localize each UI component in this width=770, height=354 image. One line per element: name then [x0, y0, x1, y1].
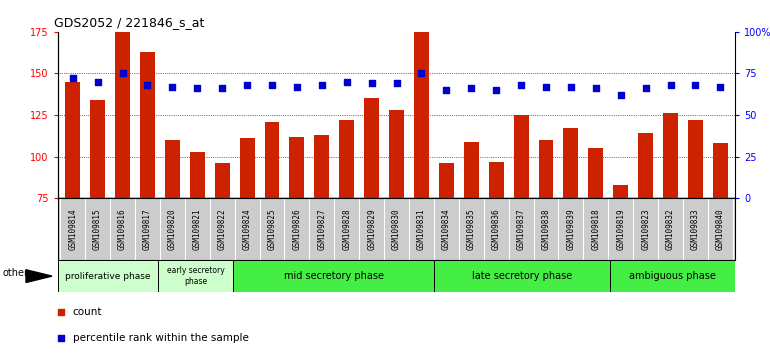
- Text: mid secretory phase: mid secretory phase: [284, 271, 383, 281]
- Point: [465, 86, 477, 91]
- Bar: [165, 140, 180, 198]
- Point: [291, 84, 303, 90]
- Bar: [364, 98, 379, 198]
- Point: [55, 309, 67, 315]
- Text: GSM109839: GSM109839: [567, 209, 575, 250]
- Text: GSM109817: GSM109817: [143, 209, 152, 250]
- Bar: [65, 82, 80, 198]
- Bar: [663, 113, 678, 198]
- Point: [689, 82, 701, 88]
- Point: [191, 86, 203, 91]
- Point: [92, 79, 104, 85]
- Bar: [189, 152, 205, 198]
- Text: other: other: [3, 268, 29, 278]
- Text: GSM109815: GSM109815: [93, 209, 102, 250]
- Text: GSM109840: GSM109840: [716, 209, 725, 250]
- FancyBboxPatch shape: [58, 260, 158, 292]
- Bar: [215, 163, 229, 198]
- Text: GSM109820: GSM109820: [168, 209, 177, 250]
- Bar: [688, 120, 703, 198]
- Text: GSM109818: GSM109818: [591, 209, 601, 250]
- Text: ambiguous phase: ambiguous phase: [629, 271, 716, 281]
- Text: GSM109830: GSM109830: [392, 209, 401, 250]
- Point: [55, 335, 67, 341]
- Point: [665, 82, 677, 88]
- Bar: [239, 138, 255, 198]
- Bar: [713, 143, 728, 198]
- Point: [564, 84, 577, 90]
- Text: GSM109816: GSM109816: [118, 209, 127, 250]
- FancyBboxPatch shape: [158, 260, 233, 292]
- Bar: [638, 133, 653, 198]
- Text: GSM109831: GSM109831: [417, 209, 426, 250]
- Text: GSM109826: GSM109826: [293, 209, 301, 250]
- Bar: [140, 52, 155, 198]
- Point: [390, 81, 403, 86]
- Text: GSM109836: GSM109836: [492, 209, 501, 250]
- Text: GSM109832: GSM109832: [666, 209, 675, 250]
- FancyBboxPatch shape: [233, 260, 434, 292]
- Text: GSM109824: GSM109824: [243, 209, 252, 250]
- Text: GSM109819: GSM109819: [616, 209, 625, 250]
- Bar: [538, 140, 554, 198]
- Point: [515, 82, 527, 88]
- Point: [166, 84, 179, 90]
- Text: GSM109823: GSM109823: [641, 209, 650, 250]
- Text: GSM109822: GSM109822: [218, 209, 226, 250]
- Point: [640, 86, 652, 91]
- Point: [415, 71, 427, 76]
- Text: percentile rank within the sample: percentile rank within the sample: [72, 333, 249, 343]
- Bar: [290, 137, 304, 198]
- Point: [614, 92, 627, 98]
- Bar: [414, 32, 429, 198]
- FancyBboxPatch shape: [434, 260, 610, 292]
- Text: GSM109833: GSM109833: [691, 209, 700, 250]
- Point: [440, 87, 453, 93]
- Text: GSM109838: GSM109838: [541, 209, 551, 250]
- Point: [715, 84, 727, 90]
- Text: GSM109821: GSM109821: [192, 209, 202, 250]
- Bar: [439, 163, 454, 198]
- Point: [340, 79, 353, 85]
- Text: late secretory phase: late secretory phase: [472, 271, 572, 281]
- Text: GSM109829: GSM109829: [367, 209, 376, 250]
- Polygon shape: [26, 270, 52, 282]
- Bar: [489, 162, 504, 198]
- Text: GSM109837: GSM109837: [517, 209, 526, 250]
- Point: [366, 81, 378, 86]
- Bar: [340, 120, 354, 198]
- Point: [141, 82, 153, 88]
- Bar: [613, 185, 628, 198]
- Bar: [265, 122, 280, 198]
- Point: [490, 87, 502, 93]
- Text: GDS2052 / 221846_s_at: GDS2052 / 221846_s_at: [55, 16, 205, 29]
- Point: [216, 86, 229, 91]
- Bar: [389, 110, 404, 198]
- Text: GSM109834: GSM109834: [442, 209, 451, 250]
- Text: GSM109835: GSM109835: [467, 209, 476, 250]
- Point: [266, 82, 278, 88]
- Point: [590, 86, 602, 91]
- Point: [316, 82, 328, 88]
- Text: GSM109827: GSM109827: [317, 209, 326, 250]
- FancyBboxPatch shape: [610, 260, 735, 292]
- Point: [66, 76, 79, 81]
- Point: [540, 84, 552, 90]
- Text: GSM109825: GSM109825: [267, 209, 276, 250]
- Text: GSM109828: GSM109828: [342, 209, 351, 250]
- Point: [241, 82, 253, 88]
- Bar: [115, 32, 130, 198]
- Bar: [588, 148, 604, 198]
- Bar: [514, 115, 528, 198]
- Text: proliferative phase: proliferative phase: [65, 272, 151, 281]
- Bar: [90, 100, 105, 198]
- Text: count: count: [72, 307, 102, 318]
- Text: GSM109814: GSM109814: [69, 209, 77, 250]
- Bar: [564, 129, 578, 198]
- Point: [116, 71, 129, 76]
- Bar: [314, 135, 330, 198]
- Bar: [464, 142, 479, 198]
- Text: early secretory
phase: early secretory phase: [167, 267, 225, 286]
